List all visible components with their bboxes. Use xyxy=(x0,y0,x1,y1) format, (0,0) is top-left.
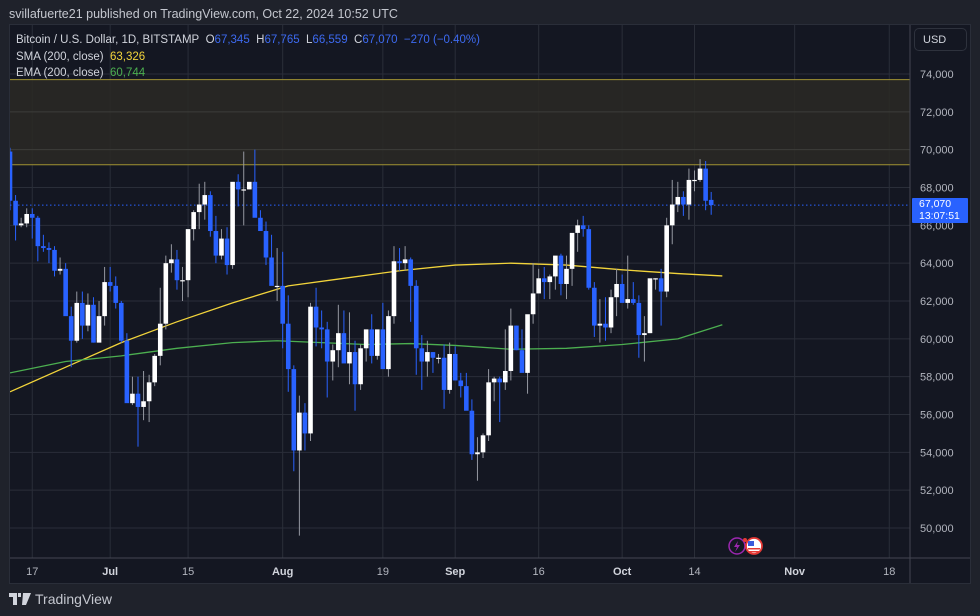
symbol-name: Bitcoin / U.S. Dollar, 1D, BITSTAMP xyxy=(16,34,200,46)
time-axis-label: 18 xyxy=(883,566,895,578)
tradingview-logo-icon xyxy=(9,593,31,605)
price-axis-label: 72,000 xyxy=(920,107,954,119)
close-value: 67,070 xyxy=(362,34,398,46)
price-axis-label: 64,000 xyxy=(920,258,954,270)
time-axis-label: Jul xyxy=(102,566,118,578)
time-axis-label: 15 xyxy=(182,566,194,578)
time-axis-label: Aug xyxy=(272,566,293,578)
price-axis-label: 58,000 xyxy=(920,372,954,384)
resistance-zone[interactable] xyxy=(10,79,910,165)
price-axis-label: 60,000 xyxy=(920,334,954,346)
tradingview-logo[interactable]: TradingView xyxy=(9,591,112,607)
time-axis-label: Sep xyxy=(445,566,465,578)
sma-legend-row[interactable]: SMA (200, close) 63,326 xyxy=(16,50,146,63)
ema-legend-row[interactable]: EMA (200, close) 60,744 xyxy=(16,67,146,79)
price-axis-label: 62,000 xyxy=(920,296,954,308)
chart-legend: Bitcoin / U.S. Dollar, 1D, BITSTAMP O67,… xyxy=(16,32,480,82)
price-axis-label: 50,000 xyxy=(920,523,954,535)
currency-button[interactable]: USD xyxy=(914,28,967,51)
time-axis-label: 14 xyxy=(688,566,700,578)
change-value: −270 (−0.40%) xyxy=(403,34,480,46)
price-axis-label: 74,000 xyxy=(920,69,954,81)
time-axis-label: Oct xyxy=(613,566,632,578)
price-axis-label: 68,000 xyxy=(920,183,954,195)
price-axis-label: 52,000 xyxy=(920,485,954,497)
time-axis-label: Nov xyxy=(784,566,806,578)
low-value: 66,559 xyxy=(312,34,348,46)
open-value: 67,345 xyxy=(214,34,250,46)
time-axis-label: 16 xyxy=(533,566,545,578)
publish-info: svillafuerte21 published on TradingView.… xyxy=(9,7,398,21)
svg-text:66,000: 66,000 xyxy=(920,220,954,232)
sma-line[interactable] xyxy=(10,262,723,393)
bar-countdown: 13:07:51 xyxy=(919,209,960,222)
price-axis-label: 70,000 xyxy=(920,145,954,157)
event-markers[interactable] xyxy=(728,537,763,555)
current-price: 67,070 xyxy=(919,198,952,210)
price-axis-label: 56,000 xyxy=(920,410,954,422)
time-axis-label: 19 xyxy=(377,566,389,578)
price-axis-label: 54,000 xyxy=(920,447,954,459)
current-price-tag: 67,070 13:07:51 xyxy=(912,198,968,223)
sma-value: 63,326 xyxy=(109,50,146,63)
symbol-legend-row: Bitcoin / U.S. Dollar, 1D, BITSTAMP O67,… xyxy=(16,34,480,46)
ema-value: 60,744 xyxy=(109,67,146,79)
time-axis-label: 17 xyxy=(26,566,38,578)
high-value: 67,765 xyxy=(264,34,300,46)
